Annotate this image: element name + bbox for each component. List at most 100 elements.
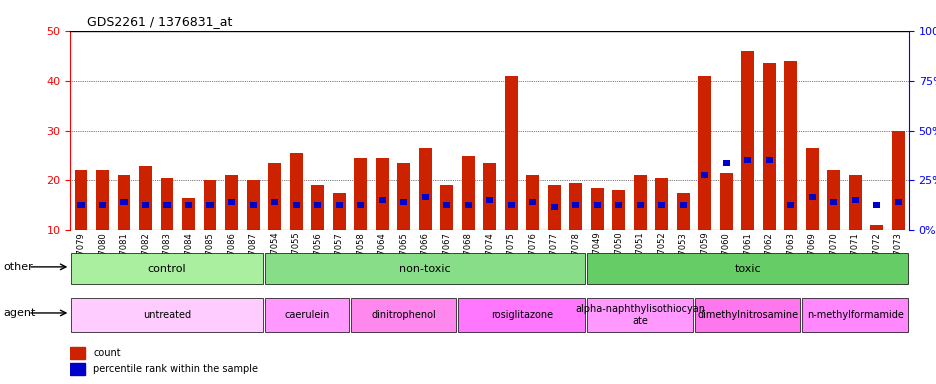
Bar: [654, 178, 667, 230]
Bar: [227, 199, 235, 205]
Bar: [505, 76, 517, 230]
Bar: [99, 202, 106, 208]
Bar: [697, 76, 710, 230]
FancyBboxPatch shape: [350, 298, 456, 332]
Bar: [268, 163, 281, 230]
Bar: [464, 202, 471, 208]
Bar: [418, 148, 431, 230]
Bar: [225, 175, 238, 230]
Bar: [786, 202, 794, 208]
Bar: [848, 175, 861, 230]
Bar: [78, 202, 84, 208]
Bar: [203, 180, 216, 230]
FancyBboxPatch shape: [587, 253, 907, 284]
Bar: [397, 163, 410, 230]
FancyBboxPatch shape: [587, 298, 692, 332]
Bar: [870, 225, 882, 230]
Bar: [400, 199, 406, 205]
Bar: [335, 202, 343, 208]
Bar: [357, 202, 364, 208]
Bar: [592, 202, 600, 208]
Text: dinitrophenol: dinitrophenol: [371, 310, 435, 320]
Bar: [96, 170, 109, 230]
Bar: [719, 173, 732, 230]
Text: caerulein: caerulein: [284, 310, 329, 320]
Text: other: other: [4, 262, 34, 272]
Bar: [375, 158, 388, 230]
Bar: [289, 153, 302, 230]
Bar: [378, 197, 386, 203]
Bar: [246, 180, 259, 230]
Bar: [443, 202, 449, 208]
Bar: [121, 199, 127, 205]
Text: rosiglitazone: rosiglitazone: [490, 310, 552, 320]
FancyBboxPatch shape: [695, 298, 799, 332]
Bar: [550, 204, 557, 210]
Bar: [332, 193, 345, 230]
Text: untreated: untreated: [143, 310, 191, 320]
Bar: [679, 202, 686, 208]
Text: toxic: toxic: [734, 264, 760, 274]
Bar: [184, 202, 192, 208]
Bar: [572, 202, 578, 208]
Bar: [547, 185, 560, 230]
Bar: [160, 178, 173, 230]
Bar: [139, 166, 152, 230]
Bar: [891, 131, 903, 230]
Bar: [783, 61, 797, 230]
Bar: [740, 51, 753, 230]
Bar: [486, 197, 492, 203]
Bar: [851, 197, 857, 203]
FancyBboxPatch shape: [458, 298, 585, 332]
Bar: [743, 157, 751, 163]
Bar: [633, 175, 646, 230]
Bar: [440, 185, 452, 230]
Text: count: count: [94, 348, 121, 358]
Bar: [529, 199, 535, 205]
Text: agent: agent: [4, 308, 37, 318]
FancyBboxPatch shape: [265, 253, 585, 284]
Bar: [354, 158, 367, 230]
Bar: [507, 202, 514, 208]
Bar: [483, 163, 495, 230]
Bar: [526, 175, 538, 230]
Text: non-toxic: non-toxic: [399, 264, 450, 274]
Text: GDS2261 / 1376831_at: GDS2261 / 1376831_at: [87, 15, 232, 28]
FancyBboxPatch shape: [265, 298, 348, 332]
Bar: [762, 63, 775, 230]
FancyBboxPatch shape: [71, 298, 262, 332]
Bar: [249, 202, 256, 208]
Bar: [142, 202, 149, 208]
Bar: [765, 157, 772, 163]
Bar: [75, 170, 87, 230]
Bar: [421, 194, 428, 200]
Bar: [568, 183, 581, 230]
Bar: [826, 170, 840, 230]
FancyBboxPatch shape: [71, 253, 262, 284]
Text: n-methylformamide: n-methylformamide: [806, 310, 902, 320]
Bar: [808, 194, 815, 200]
Bar: [292, 202, 300, 208]
Bar: [636, 202, 643, 208]
Bar: [590, 188, 603, 230]
Bar: [676, 193, 689, 230]
Bar: [894, 199, 900, 205]
Bar: [829, 199, 836, 205]
Bar: [314, 202, 321, 208]
Bar: [461, 156, 474, 230]
Text: dimethylnitrosamine: dimethylnitrosamine: [696, 310, 797, 320]
Bar: [872, 202, 879, 208]
Bar: [182, 198, 195, 230]
Bar: [117, 175, 130, 230]
Bar: [805, 148, 818, 230]
Bar: [311, 185, 324, 230]
Bar: [614, 202, 622, 208]
Bar: [271, 199, 278, 205]
Bar: [70, 346, 85, 359]
Bar: [206, 202, 213, 208]
Bar: [657, 202, 665, 208]
Text: alpha-naphthylisothiocyan
ate: alpha-naphthylisothiocyan ate: [575, 304, 705, 326]
Bar: [70, 363, 85, 376]
Bar: [611, 190, 624, 230]
Bar: [700, 172, 708, 178]
